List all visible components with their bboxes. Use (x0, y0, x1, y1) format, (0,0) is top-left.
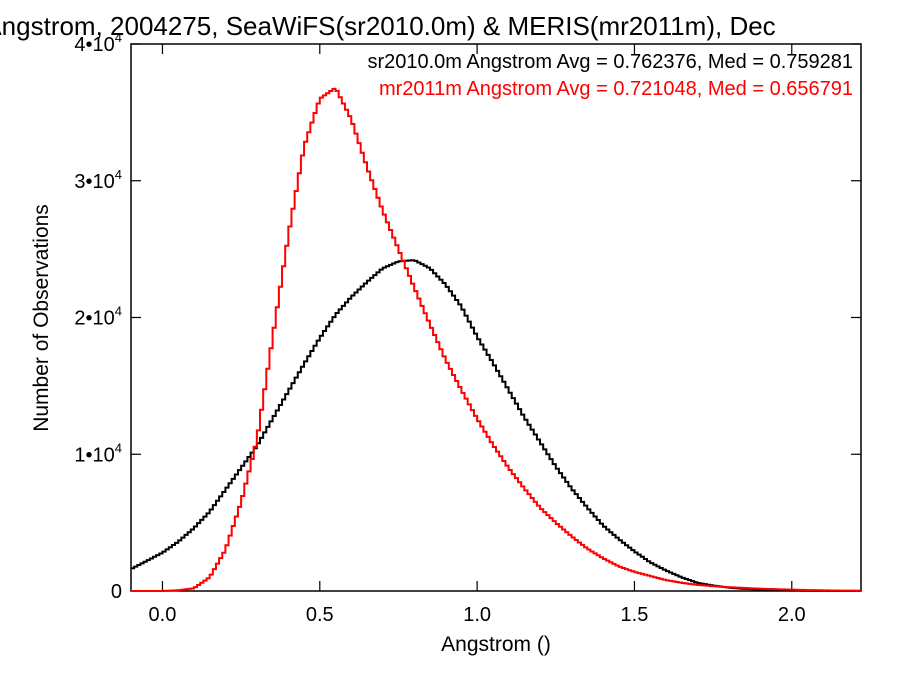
x-tick-label: 2.0 (778, 604, 806, 626)
y-tick-label-base: 0 (111, 581, 122, 603)
y-tick-label: 4•104 (74, 30, 122, 56)
x-axis-label: Angstrom () (441, 633, 551, 656)
series-line-sr2010 (131, 259, 861, 592)
x-tick-label: 0.0 (149, 604, 177, 626)
y-tick-label-base: 4•10 (74, 34, 114, 56)
chart-title: Angstrom, 2004275, SeaWiFS(sr2010.0m) & … (0, 11, 776, 41)
y-tick-label: 1•104 (74, 440, 122, 466)
annotation-mr2011: mr2011m Angstrom Avg = 0.721048, Med = 0… (379, 78, 853, 100)
series-layer (131, 87, 861, 592)
y-tick-label-base: 3•10 (74, 171, 114, 193)
x-tick-label: 1.0 (463, 604, 491, 626)
y-axis-label: Number of Observations (30, 204, 53, 432)
y-tick-label-exponent: 4 (115, 167, 122, 182)
y-tick-label: 0 (111, 581, 122, 603)
x-tick-label: 1.5 (621, 604, 649, 626)
y-tick-label-exponent: 4 (115, 304, 122, 319)
y-tick-label: 2•104 (74, 304, 122, 330)
y-tick-label-exponent: 4 (115, 30, 122, 45)
y-tick-label-base: 2•10 (74, 308, 114, 330)
y-tick-label-base: 1•10 (74, 444, 114, 466)
y-tick-label-exponent: 4 (115, 440, 122, 455)
y-tick-label: 3•104 (74, 167, 122, 193)
x-axis: 0.0 0.5 1.0 1.5 2.0 (149, 44, 806, 626)
x-tick-label: 0.5 (306, 604, 334, 626)
series-line-mr2011 (131, 87, 861, 592)
plot-frame (130, 43, 862, 592)
annotation-sr2010: sr2010.0m Angstrom Avg = 0.762376, Med =… (367, 51, 853, 73)
